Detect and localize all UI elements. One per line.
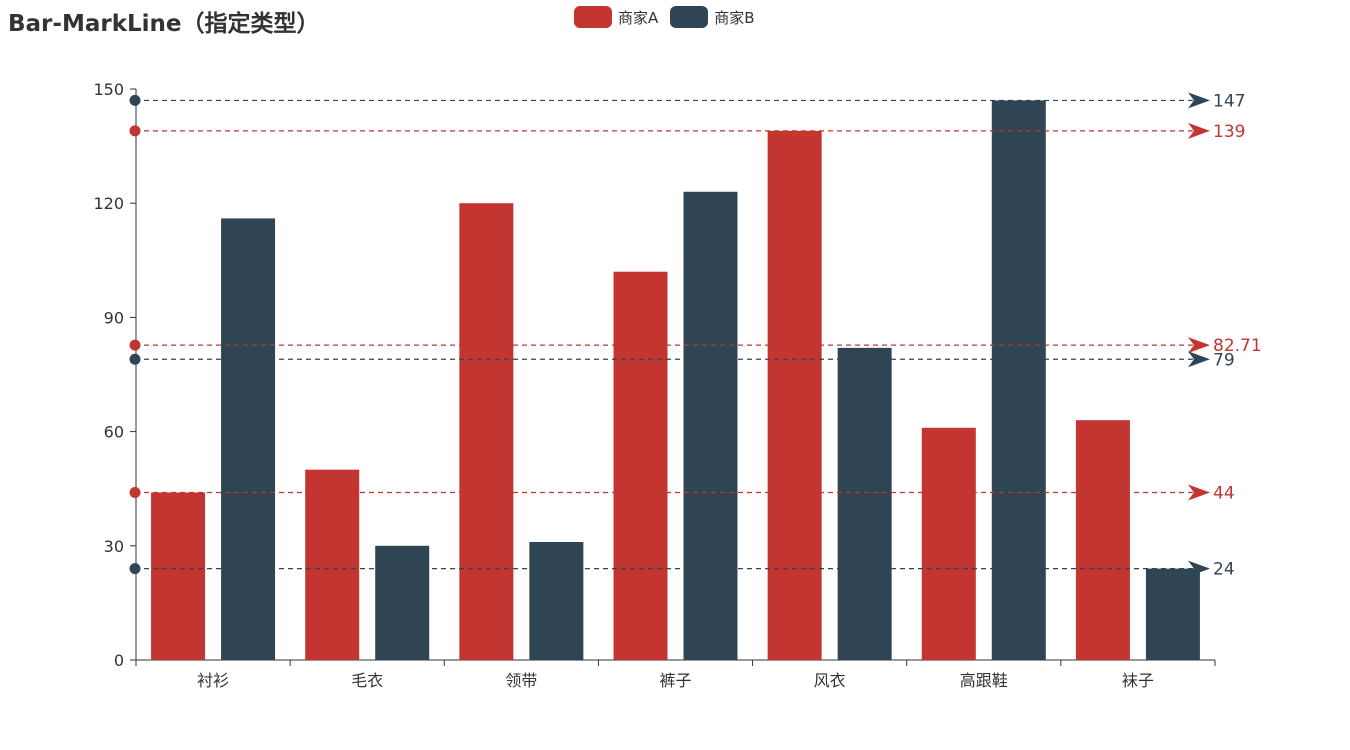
markline-arrow [1188,122,1210,139]
bar-series-b[interactable] [375,545,430,660]
x-tick-label: 风衣 [814,671,846,690]
legend-item-series-b[interactable]: 商家B [670,6,755,28]
markline-start-dot [129,487,141,499]
markline-label: 147 [1213,91,1245,111]
bar-series-b[interactable] [683,191,738,660]
markline-arrow [1188,337,1210,354]
chart-title: Bar-MarkLine（指定类型） [8,11,320,37]
bar-series-a[interactable] [151,492,206,660]
bar-series-b[interactable] [991,100,1046,661]
bar-series-a[interactable] [767,130,822,660]
x-tick-label: 裤子 [659,671,691,690]
x-tick-label: 袜子 [1122,671,1154,690]
axes: 0 30 60 90 120 150 衬衫 毛衣 领带 裤子 风衣 高跟鞋 袜子 [93,80,1216,690]
markline-label: 24 [1213,560,1235,580]
bar-series-b[interactable] [837,347,892,660]
legend-item-series-a[interactable]: 商家A [574,6,658,28]
y-tick-label: 90 [104,308,124,327]
markline-start-dot [129,339,141,351]
markline-start-dot [129,94,141,106]
legend-label-series-b: 商家B [714,8,755,27]
y-tick-label: 120 [93,194,124,213]
bar-series-a[interactable] [921,427,976,660]
markline-arrow [1188,351,1210,368]
legend-swatch-series-a [574,6,612,28]
x-tick-label: 毛衣 [351,671,383,690]
bar-series-b[interactable] [1145,568,1200,660]
markline-label: 139 [1213,122,1245,142]
markline-label: 79 [1213,350,1235,370]
markline-label: 44 [1213,484,1235,504]
x-tick-label: 衬衫 [197,671,229,690]
bar-series-a[interactable] [459,203,514,660]
legend: 商家A 商家B [574,6,755,28]
bar-series-a[interactable] [305,469,360,660]
x-tick-label: 领带 [505,671,537,690]
bar-series-b[interactable] [529,541,584,660]
y-tick-label: 30 [104,537,124,556]
markline-arrow [1188,484,1210,501]
markline-start-dot [129,353,141,365]
y-tick-label: 150 [93,80,124,99]
markline-start-dot [129,563,141,575]
legend-swatch-series-b [670,6,709,28]
bar-series-a[interactable] [613,271,668,660]
y-tick-label: 60 [104,423,124,442]
bar-series-a[interactable] [1075,420,1130,660]
legend-label-series-a: 商家A [618,8,659,27]
x-tick-label: 高跟鞋 [960,671,1008,690]
y-tick-label: 0 [114,651,124,670]
markline-label: 82.71 [1213,336,1262,356]
markline-arrow [1188,92,1210,109]
bar-series-b[interactable] [221,218,276,660]
markline-start-dot [129,125,141,137]
markline-arrow [1188,560,1210,577]
mark-lines: 44 139 82.71 24 147 79 [129,91,1262,580]
bars [151,100,1200,661]
